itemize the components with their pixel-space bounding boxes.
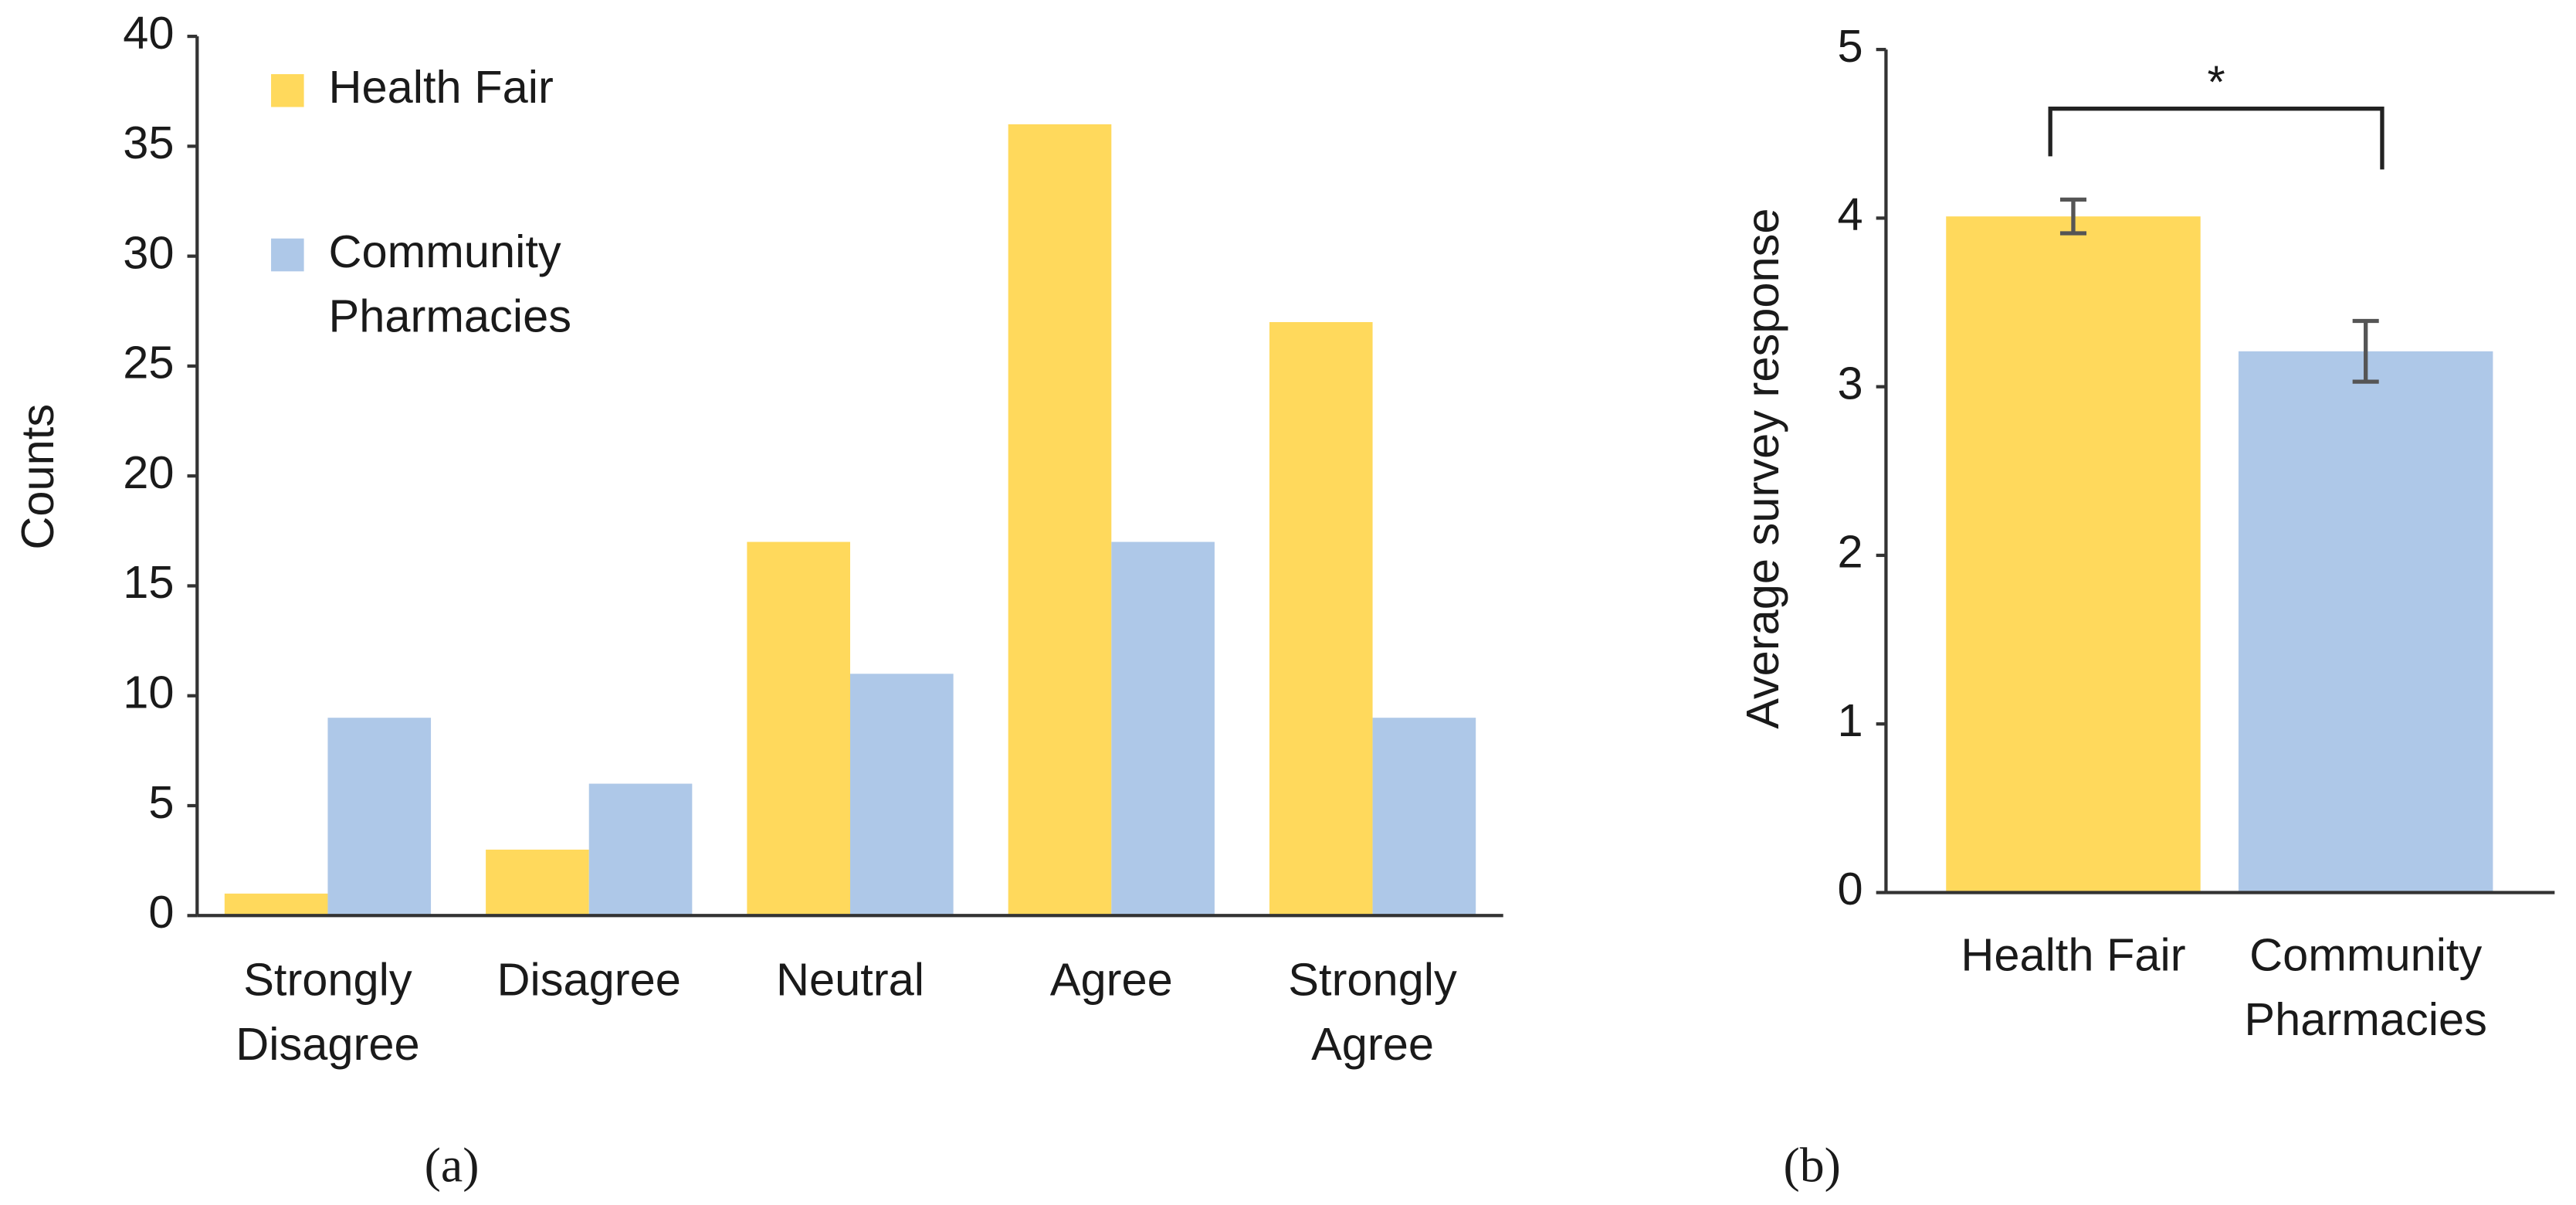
x-tick-label: Neutral — [776, 953, 924, 1005]
y-tick-label: 20 — [123, 446, 174, 498]
y-tick-label: 0 — [148, 886, 174, 938]
legend-label: Health Fair — [329, 61, 554, 113]
y-tick-label: 35 — [123, 117, 174, 168]
bar — [1269, 321, 1373, 916]
y-tick-label: 4 — [1838, 188, 1863, 240]
y-tick-label: 1 — [1838, 694, 1863, 746]
bar — [747, 541, 851, 916]
caption: (b) — [1783, 1138, 1840, 1193]
bar — [1372, 718, 1476, 916]
bar — [327, 718, 432, 916]
x-tick-label: Agree — [1050, 953, 1173, 1005]
bar — [1946, 216, 2201, 893]
significance-bracket — [2048, 107, 2384, 170]
y-tick-label: 10 — [123, 666, 174, 718]
x-tick-label: Strongly Disagree — [236, 953, 419, 1069]
y-axis-label: Counts — [12, 404, 63, 550]
bar — [1111, 541, 1215, 916]
legend-label: Community Pharmacies — [329, 226, 571, 341]
significance-marker: * — [2207, 56, 2225, 108]
x-tick-label: Community Pharmacies — [2244, 928, 2486, 1044]
y-tick-label: 25 — [123, 337, 174, 389]
y-tick-label: 2 — [1838, 526, 1863, 578]
y-tick-label: 30 — [123, 226, 174, 278]
x-tick-label: Health Fair — [1961, 928, 2185, 980]
y-tick-label: 5 — [1838, 20, 1863, 72]
y-tick-label: 40 — [123, 7, 174, 59]
bar — [850, 674, 954, 916]
error-bar — [2059, 197, 2086, 236]
bar — [2238, 351, 2493, 893]
legend-swatch — [271, 238, 304, 272]
legend-swatch — [271, 73, 304, 107]
x-tick-label: Disagree — [497, 953, 681, 1005]
bar — [588, 783, 693, 916]
caption: (a) — [425, 1138, 480, 1193]
y-tick-label: 0 — [1838, 863, 1863, 915]
bar — [1008, 124, 1112, 916]
bar — [224, 893, 328, 916]
x-tick-label: Strongly Agree — [1288, 953, 1457, 1069]
y-tick-label: 5 — [148, 776, 174, 828]
bar — [486, 849, 589, 916]
y-tick-label: 3 — [1838, 357, 1863, 409]
error-bar — [2352, 318, 2379, 384]
y-tick-label: 15 — [123, 556, 174, 608]
y-axis-label: Average survey response — [1737, 208, 1788, 728]
